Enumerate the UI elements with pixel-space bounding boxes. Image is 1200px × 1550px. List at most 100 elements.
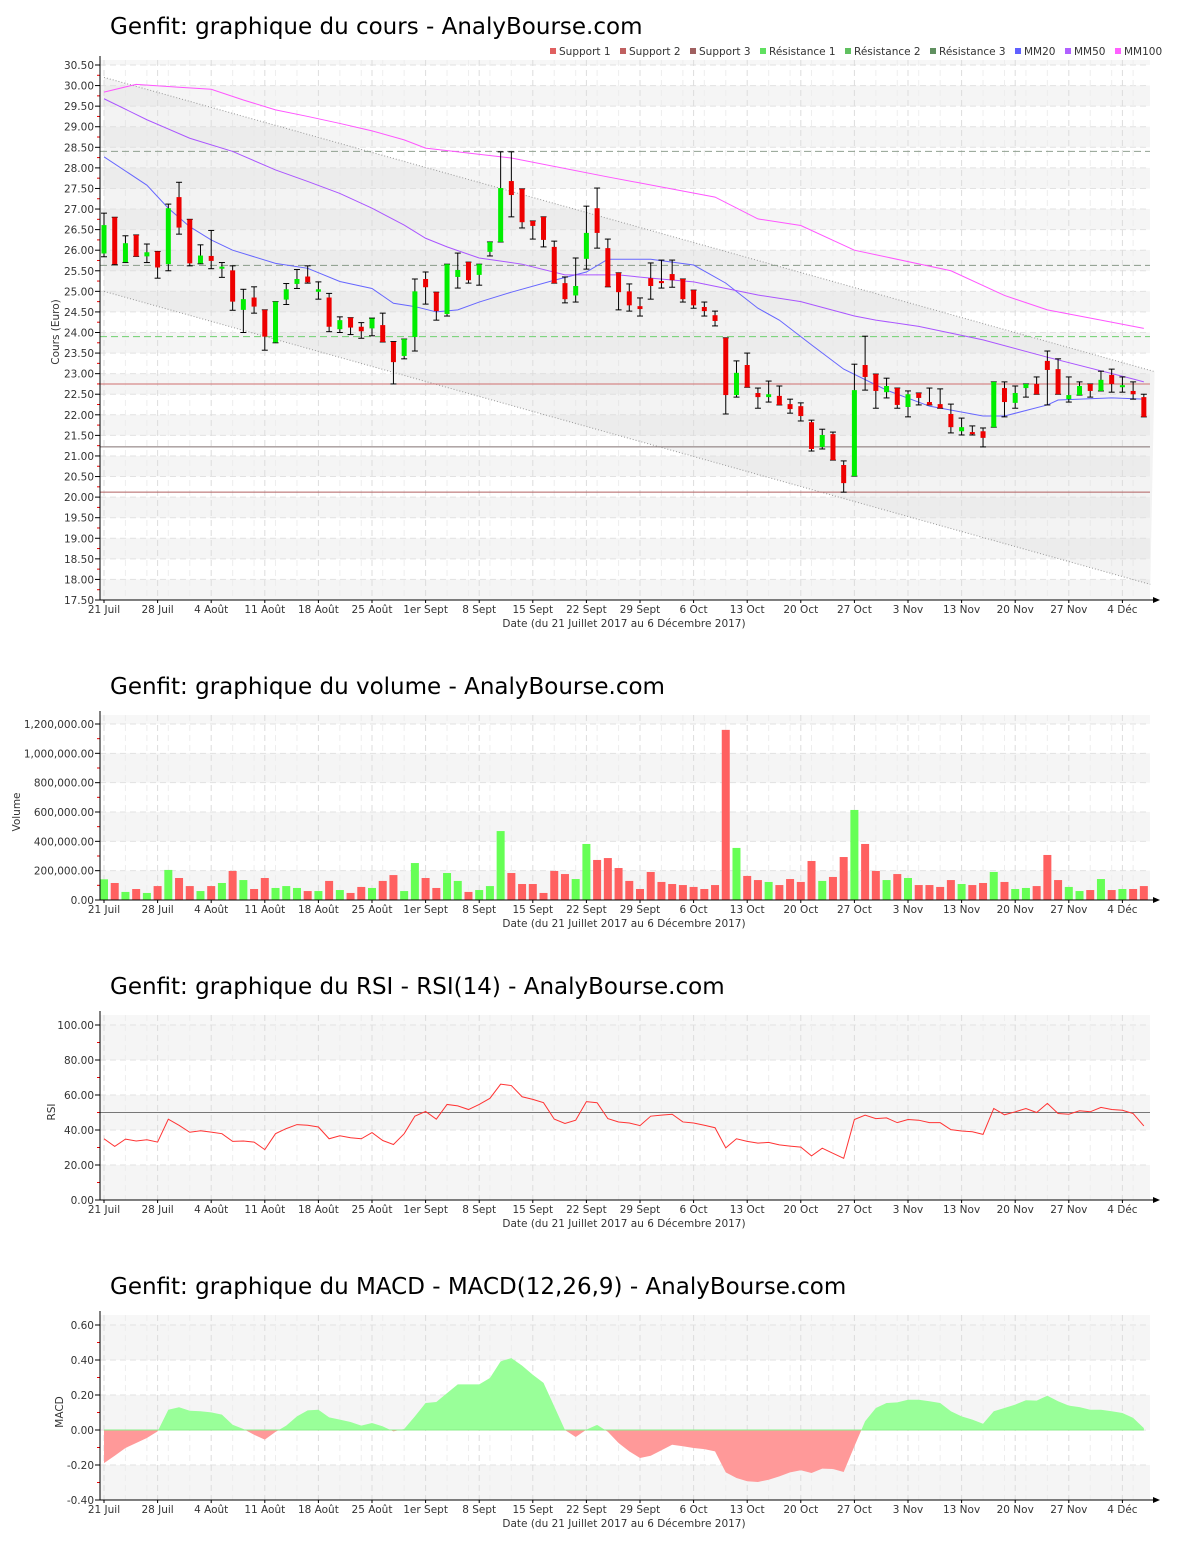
candle [401,338,408,360]
candle-body-down [1109,374,1115,384]
volume-bar [132,889,141,900]
grid-band [100,497,1150,518]
legend-label: MM50 [1074,46,1105,58]
x-tick-label: 27 Nov [1050,604,1087,616]
candle-body-down [830,434,836,461]
candle [476,263,483,286]
legend-item: Résistance 2 [845,46,921,58]
candle-body-down [358,326,364,332]
x-tick-label: 1er Sept [403,1504,448,1516]
legend-label: Résistance 2 [854,46,921,58]
candle [776,385,783,406]
candle [261,309,268,351]
x-tick-label: 4 Août [194,1204,228,1216]
candle-body-up [851,390,857,477]
candle-body-up [412,291,418,338]
volume-bar [646,871,655,900]
x-tick-label: 18 Août [298,604,339,616]
volume-bar [410,863,419,900]
y-tick-label: 19.00 [64,533,94,545]
candle [465,261,472,284]
volume-bar [185,886,194,900]
volume-bar [1064,886,1073,900]
macd-x-axis-label: Date (du 21 Juillet 2017 au 6 Décembre 2… [502,1518,745,1530]
y-tick-label: 1,200,000.00 [24,719,94,731]
legend-item: Support 2 [620,46,681,58]
legend-item: MM100 [1115,46,1162,58]
volume-bar [260,878,269,900]
x-tick-label: 21 Juil [88,1204,120,1216]
candle [894,387,901,409]
rsi-x-axis-label: Date (du 21 Juillet 2017 au 6 Décembre 2… [502,1218,745,1230]
y-tick-label: 28.50 [64,142,94,154]
volume-bar [539,892,548,900]
candle-body-up [144,252,150,257]
y-tick-label: 0.60 [71,1320,94,1332]
candle [326,292,333,333]
y-tick-label: 18.50 [64,554,94,566]
volume-bar [946,880,955,900]
x-tick-label: 13 Oct [730,1204,765,1216]
legend-swatch [1015,48,1021,54]
x-tick-label: 20 Nov [997,1204,1034,1216]
volume-bar [775,885,784,900]
candle-body-up [476,264,482,275]
legend-swatch [690,48,696,54]
x-tick-label: 21 Juil [88,1504,120,1516]
x-tick-label: 4 Août [194,904,228,916]
candle-body-down [262,309,268,337]
volume-bar [560,874,569,900]
volume-bar [603,858,612,900]
candle [840,460,847,493]
legend-item: Résistance 1 [760,46,836,58]
x-tick-label: 29 Sept [620,904,661,916]
candle-body-up [122,243,128,263]
x-tick-label: 13 Nov [943,904,980,916]
candle [111,216,118,266]
volume-bar [239,880,248,900]
x-tick-label: 6 Oct [680,1204,708,1216]
candle-body-up [337,320,343,330]
x-tick-label: 20 Oct [783,1204,818,1216]
price-y-axis-label: Cours (Euro) [50,299,62,365]
volume-bar [882,880,891,900]
volume-bar [668,884,677,900]
volume-bar [443,873,452,900]
x-tick-label: 6 Oct [680,604,708,616]
candle [422,271,429,305]
legend-label: Support 3 [699,46,751,58]
candle [647,262,654,300]
x-tick-label: 27 Oct [837,1504,872,1516]
y-tick-label: 19.50 [64,513,94,525]
candle [486,241,493,257]
candle-body-up [240,299,246,310]
candle [379,312,386,343]
candle-body-down [112,217,118,265]
candle-body-down [1130,390,1136,395]
candle [883,377,890,399]
volume-bar [357,886,366,900]
candle-body-down [809,422,815,449]
volume-bar [957,884,966,900]
x-tick-label: 20 Oct [783,604,818,616]
candle-body-down [530,220,536,226]
candle [851,363,858,477]
x-tick-label: 13 Oct [730,1504,765,1516]
candle-body-down [755,392,761,398]
y-tick-label: 100.00 [57,1020,94,1032]
volume-bar [1086,890,1095,900]
volume-bar [807,860,816,900]
grid-band [100,1325,1150,1360]
volume-bar [753,880,762,900]
y-tick-label: 22.50 [64,389,94,401]
legend-item: Résistance 3 [930,46,1006,58]
rsi-plot: 0.00 20.00 40.00 60.00 80.00 100.00 21 Juil 28 … [57,1011,1160,1216]
candle-body-up [819,434,825,447]
rsi-line [103,1083,1145,1160]
y-tick-label: 25.00 [64,286,94,298]
volume-bar [636,889,644,900]
volume-bar [421,878,430,900]
volume-bar [550,870,559,900]
x-tick-label: 21 Juil [88,904,120,916]
candle [293,269,300,289]
